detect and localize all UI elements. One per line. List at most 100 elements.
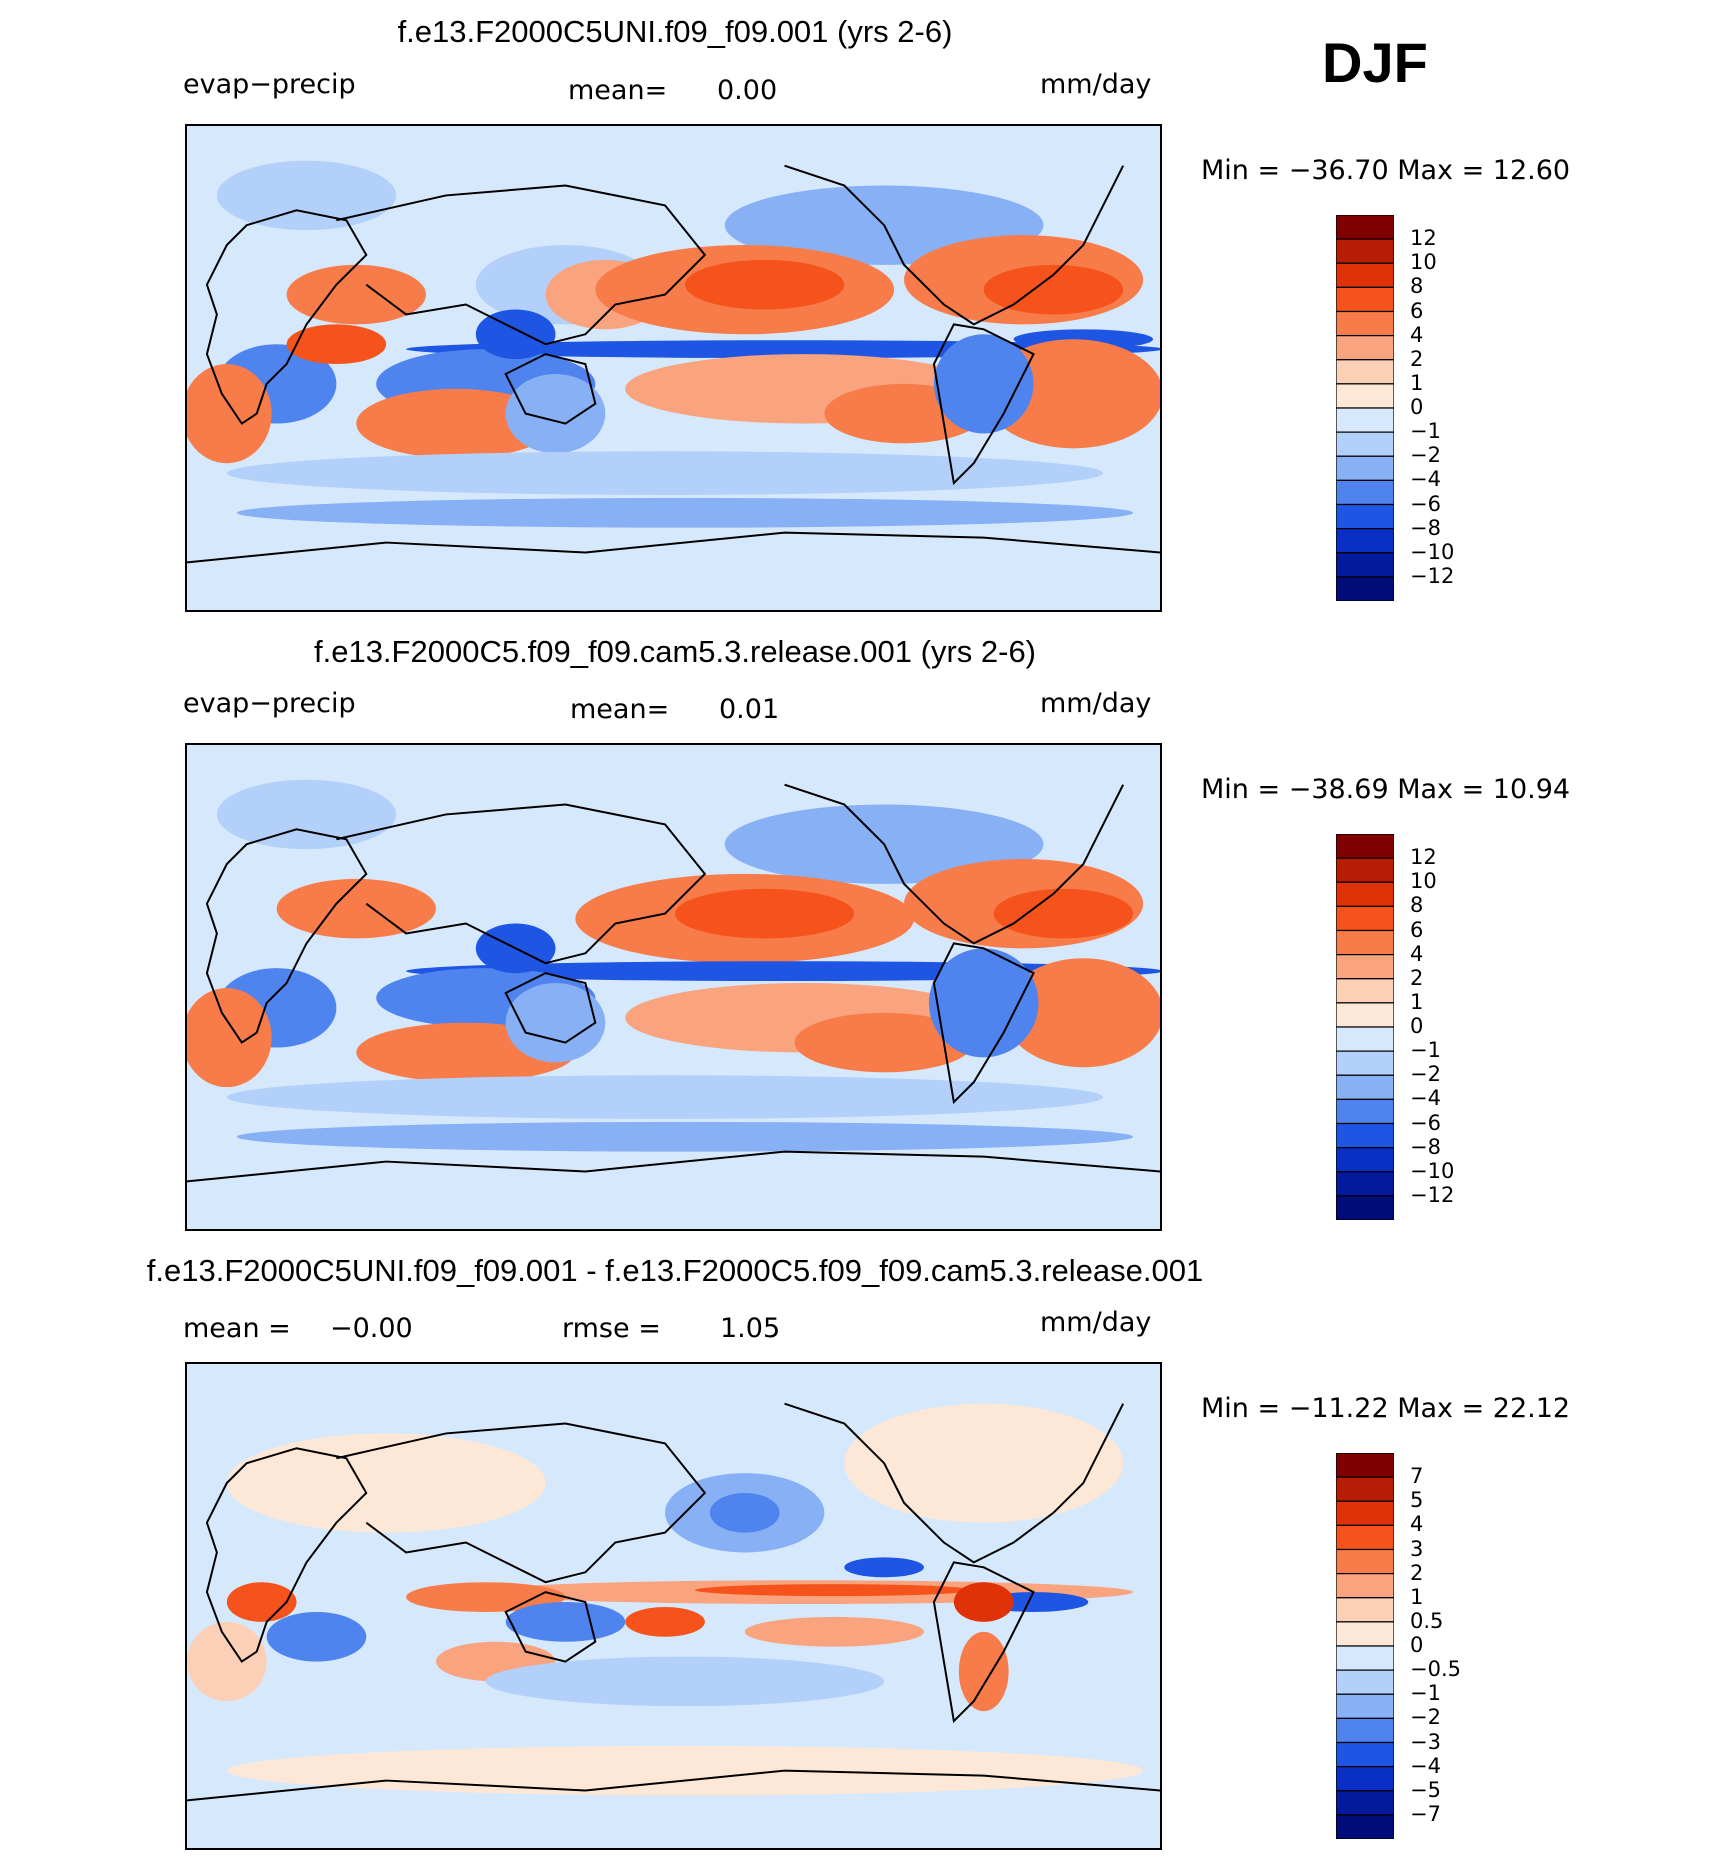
colorbar-swatch	[1335, 1790, 1395, 1816]
panel-3-units: mm/day	[1040, 1307, 1152, 1338]
colorbar-tick-label: 7	[1410, 1464, 1424, 1489]
colorbar-tick-label: 12	[1410, 845, 1437, 870]
panel-1-variable-label: evap−precip	[183, 69, 356, 100]
colorbar-tick-label: −10	[1410, 539, 1455, 564]
colorbar-swatch	[1335, 335, 1395, 361]
colorbar-swatch	[1335, 1524, 1395, 1551]
panel-2-units: mm/day	[1040, 688, 1152, 719]
colorbar-tick-label: 1	[1410, 370, 1424, 395]
colorbar-swatch	[1335, 552, 1395, 578]
colorbar-swatch	[1335, 214, 1395, 240]
colorbar-swatch	[1335, 929, 1395, 956]
colorbar-swatch	[1335, 1597, 1395, 1623]
panel-1-mean-label: mean=	[568, 75, 668, 106]
colorbar-tick-label: 5	[1410, 1488, 1424, 1513]
colorbar-swatch	[1335, 978, 1395, 1004]
colorbar-tick-label: −0.5	[1410, 1657, 1461, 1682]
colorbar-swatch	[1335, 431, 1395, 457]
colorbar-swatch	[1335, 1195, 1395, 1221]
colorbar-tick-label: −8	[1410, 1134, 1441, 1159]
colorbar-swatch	[1335, 1741, 1395, 1768]
panel-2-colorbar-svg	[1335, 833, 1395, 1221]
colorbar-tick-label: 3	[1410, 1536, 1424, 1561]
panel-3-colorbar	[1335, 1452, 1395, 1840]
colorbar-tick-label: −10	[1410, 1158, 1455, 1183]
colorbar-swatch	[1335, 1766, 1395, 1792]
colorbar-tick-label: −7	[1410, 1801, 1441, 1826]
colorbar-swatch	[1335, 1452, 1395, 1478]
panel-1-mean-value: 0.00	[717, 75, 778, 106]
colorbar-swatch	[1335, 262, 1395, 288]
colorbar-swatch	[1335, 1122, 1395, 1149]
panel-1-colorbar	[1335, 214, 1395, 602]
season-label: DJF	[1322, 31, 1428, 94]
colorbar-swatch	[1335, 407, 1395, 433]
panel-1-map	[185, 124, 1162, 612]
panel-1-units: mm/day	[1040, 69, 1152, 100]
colorbar-swatch	[1335, 359, 1395, 385]
panel-2-title: f.e13.F2000C5.f09_f09.cam5.3.release.001…	[313, 634, 1037, 669]
colorbar-tick-label: 0	[1410, 1633, 1424, 1657]
colorbar-tick-label: −12	[1410, 563, 1455, 588]
colorbar-swatch	[1335, 286, 1395, 313]
colorbar-tick-label: 10	[1410, 250, 1437, 275]
colorbar-tick-label: 8	[1410, 893, 1424, 918]
colorbar-swatch	[1335, 1074, 1395, 1100]
panel-2-map-svg	[187, 745, 1160, 1229]
colorbar-tick-label: 12	[1410, 226, 1437, 251]
colorbar-tick-label: 4	[1410, 941, 1424, 966]
colorbar-swatch	[1335, 1645, 1395, 1671]
colorbar-tick-label: −1	[1410, 1681, 1441, 1706]
colorbar-swatch	[1335, 1621, 1395, 1647]
colorbar-swatch	[1335, 905, 1395, 932]
colorbar-tick-label: 6	[1410, 298, 1424, 323]
colorbar-tick-label: 0	[1410, 395, 1424, 419]
panel-3-mean-value: −0.00	[330, 1313, 413, 1344]
panel-3-minmax: Min = −11.22 Max = 22.12	[1201, 1393, 1571, 1424]
panel-3-map	[185, 1362, 1162, 1850]
colorbar-tick-label: −5	[1410, 1777, 1441, 1802]
colorbar-tick-label: −8	[1410, 515, 1441, 540]
panel-1-minmax: Min = −36.70 Max = 12.60	[1201, 155, 1571, 186]
panel-3-mean-label: mean =	[183, 1313, 291, 1344]
colorbar-tick-label: 1	[1410, 1584, 1424, 1609]
colorbar-tick-label: −4	[1410, 1753, 1441, 1778]
colorbar-tick-label: −2	[1410, 443, 1441, 468]
colorbar-swatch	[1335, 1147, 1395, 1173]
colorbar-tick-label: −1	[1410, 1038, 1441, 1063]
panel-1-title: f.e13.F2000C5UNI.f09_f09.001 (yrs 2-6)	[397, 14, 953, 49]
colorbar-swatch	[1335, 1500, 1395, 1526]
colorbar-tick-label: 6	[1410, 917, 1424, 942]
colorbar-swatch	[1335, 1098, 1395, 1125]
colorbar-swatch	[1335, 1717, 1395, 1744]
colorbar-swatch	[1335, 238, 1395, 264]
colorbar-swatch	[1335, 1002, 1395, 1028]
panel-1-map-svg	[187, 126, 1160, 610]
colorbar-swatch	[1335, 881, 1395, 907]
panel-3-rmse-label: rmse =	[562, 1313, 661, 1344]
panel-3-colorbar-svg	[1335, 1452, 1395, 1840]
colorbar-tick-label: −2	[1410, 1062, 1441, 1087]
colorbar-swatch	[1335, 954, 1395, 980]
panel-2-variable-label: evap−precip	[183, 688, 356, 719]
colorbar-swatch	[1335, 1171, 1395, 1197]
colorbar-tick-label: −3	[1410, 1729, 1441, 1754]
colorbar-swatch	[1335, 1669, 1395, 1695]
colorbar-tick-label: 10	[1410, 869, 1437, 894]
colorbar-tick-label: −4	[1410, 467, 1441, 492]
colorbar-tick-label: 8	[1410, 274, 1424, 299]
colorbar-swatch	[1335, 479, 1395, 506]
colorbar-swatch	[1335, 1026, 1395, 1052]
colorbar-tick-label: 0.5	[1410, 1608, 1444, 1633]
colorbar-tick-label: 1	[1410, 989, 1424, 1014]
colorbar-tick-label: −1	[1410, 419, 1441, 444]
colorbar-tick-label: 4	[1410, 322, 1424, 347]
colorbar-swatch	[1335, 857, 1395, 883]
panel-2-minmax: Min = −38.69 Max = 10.94	[1201, 774, 1571, 805]
panel-1-colorbar-svg	[1335, 214, 1395, 602]
colorbar-swatch	[1335, 1548, 1395, 1575]
panel-2-mean-value: 0.01	[719, 694, 780, 725]
colorbar-tick-label: 0	[1410, 1014, 1424, 1038]
colorbar-swatch	[1335, 833, 1395, 859]
panel-3-title: f.e13.F2000C5UNI.f09_f09.001 - f.e13.F20…	[146, 1253, 1204, 1288]
